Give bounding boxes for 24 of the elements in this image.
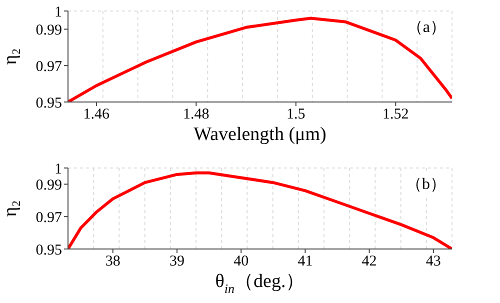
y-tick-label: 0.95 bbox=[36, 242, 62, 258]
y-tick-label: 1 bbox=[54, 161, 62, 178]
x-tick-label: 43 bbox=[426, 254, 441, 270]
y-tick-label: 0.99 bbox=[36, 22, 62, 39]
x-tick-label: 1.48 bbox=[183, 106, 210, 123]
x-tick-label: 42 bbox=[362, 254, 377, 270]
y-tick-label: 0.95 bbox=[36, 95, 62, 112]
x-tick-label: 38 bbox=[105, 254, 120, 270]
x-tick-label: 1.46 bbox=[83, 106, 110, 123]
x-tick-label: 1.5 bbox=[286, 106, 306, 123]
y-tick-label: 0.99 bbox=[36, 178, 62, 194]
x-tick-label: 40 bbox=[234, 254, 249, 270]
y-axis-title: η₂ bbox=[0, 200, 22, 217]
annotation: （b） bbox=[404, 174, 448, 195]
annotation: （a） bbox=[404, 17, 448, 38]
y-axis-title: η₂ bbox=[0, 48, 22, 65]
y-tick-label: 1 bbox=[54, 4, 62, 20]
x-axis-title: θ$_{in}$（deg.） bbox=[215, 271, 305, 296]
x-tick-label: 1.52 bbox=[382, 106, 409, 123]
x-tick-label: 39 bbox=[169, 254, 184, 270]
x-axis-title: Wavelength (μm) bbox=[194, 124, 326, 146]
y-tick-label: 0.97 bbox=[36, 58, 62, 75]
x-tick-label: 41 bbox=[298, 254, 313, 270]
y-tick-label: 0.97 bbox=[36, 210, 62, 226]
